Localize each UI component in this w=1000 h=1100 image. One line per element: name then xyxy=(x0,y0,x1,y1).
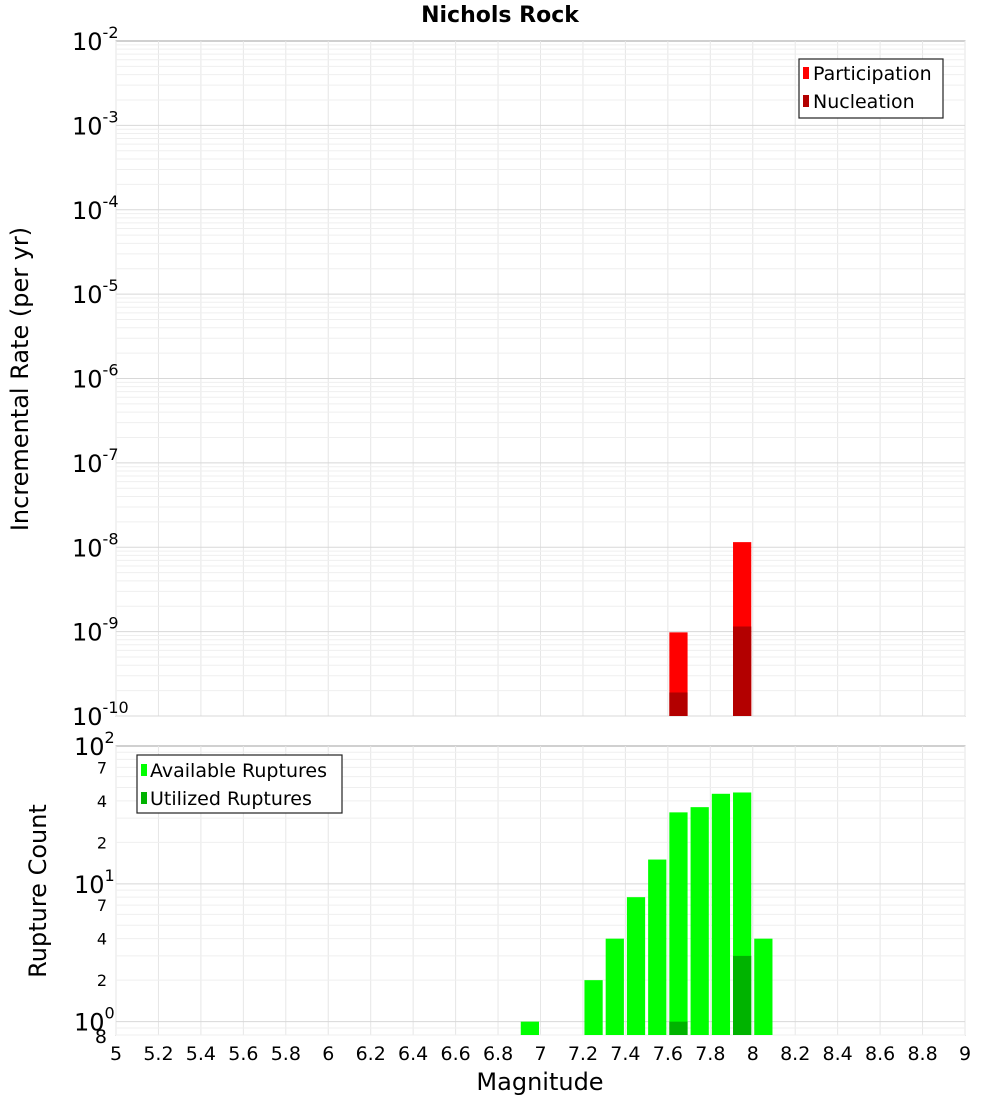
bottom-y-minor-tick-label: 7 xyxy=(97,758,107,777)
x-tick-label: 8.6 xyxy=(865,1043,895,1065)
x-tick-label: 8.2 xyxy=(780,1043,810,1065)
x-tick-label: 8.8 xyxy=(907,1043,937,1065)
available-ruptures-bar xyxy=(711,793,731,1035)
bottom-legend-box xyxy=(136,754,343,814)
bottom-bars xyxy=(520,792,773,1035)
x-tick-label: 7.2 xyxy=(568,1043,598,1065)
x-tick-label: 5.4 xyxy=(186,1043,216,1065)
chart-title: Nichols Rock xyxy=(421,3,580,28)
x-tick-label: 7.6 xyxy=(653,1043,683,1065)
participation-legend-swatch xyxy=(803,67,809,79)
top-y-tick-label: 10-7 xyxy=(72,445,119,478)
bottom-y-major-tick-label: 101 xyxy=(74,866,115,899)
x-tick-label: 8 xyxy=(747,1043,759,1065)
bottom-y-min-tick-label: 8 xyxy=(95,1026,107,1048)
top-y-tick-label: 10-2 xyxy=(72,23,119,56)
top-y-tick-label: 10-8 xyxy=(72,529,119,562)
utilized-ruptures-bar xyxy=(733,955,752,1035)
x-tick-labels: 5 5.2 5.4 5.6 5.8 6 6.2 6.4 6.6 6.8 7 7.2 7.4 7.6 7.8 8… xyxy=(110,1043,971,1065)
x-tick-label: 6.4 xyxy=(398,1043,428,1065)
top-y-tick-labels: 10-10 10-9 10-8 10-7 10-6 10-5 10-4 10-3 10-2 xyxy=(72,23,129,731)
bottom-y-minor-tick-label: 4 xyxy=(97,930,107,949)
utilized-ruptures-legend-swatch xyxy=(141,792,147,804)
bottom-y-minor-tick-label: 2 xyxy=(97,833,107,852)
nucleation-bar xyxy=(669,692,688,716)
bottom-y-minor-tick-label: 2 xyxy=(97,971,107,990)
available-ruptures-legend-label: Available Ruptures xyxy=(150,760,327,782)
utilized-ruptures-bar xyxy=(669,1021,688,1035)
top-y-tick-label: 10-6 xyxy=(72,361,119,394)
top-y-tick-label: 10-5 xyxy=(72,276,119,309)
bottom-y-axis-label: Rupture Count xyxy=(24,804,52,978)
bottom-y-minor-tick-label: 4 xyxy=(97,792,107,811)
top-grid xyxy=(115,41,966,717)
available-ruptures-bar xyxy=(605,938,624,1035)
top-y-tick-label: 10-3 xyxy=(72,107,119,140)
utilized-ruptures-legend-label: Utilized Ruptures xyxy=(150,788,312,810)
x-tick-label: 6 xyxy=(322,1043,334,1065)
available-ruptures-bar xyxy=(520,1021,539,1035)
nucleation-legend-swatch xyxy=(803,95,809,107)
x-tick-label: 5.6 xyxy=(228,1043,258,1065)
nucleation-bar xyxy=(733,626,752,716)
bottom-panel: 100 101 102 2 4 7 2 4 7 8 5 5.2 5.4 5.6 5.8 6 6.2 6.4 6.6… xyxy=(24,728,971,1096)
top-y-tick-label: 10-4 xyxy=(72,192,119,225)
bottom-legend: Available Ruptures Utilized Ruptures xyxy=(136,754,343,814)
x-tick-label: 7 xyxy=(534,1043,546,1065)
available-ruptures-bar xyxy=(754,938,773,1035)
bottom-y-minor-tick-label: 7 xyxy=(97,896,107,915)
top-y-tick-label: 10-9 xyxy=(72,614,119,647)
x-tick-label: 7.4 xyxy=(610,1043,640,1065)
x-tick-label: 5.8 xyxy=(271,1043,301,1065)
x-tick-label: 9 xyxy=(959,1043,971,1065)
bottom-y-tick-labels: 100 101 102 2 4 7 2 4 7 8 xyxy=(74,728,115,1048)
top-legend-box xyxy=(798,58,944,119)
x-tick-label: 6.6 xyxy=(440,1043,470,1065)
bottom-y-major-tick-label: 100 xyxy=(74,1004,115,1037)
top-y-axis-label: Incremental Rate (per yr) xyxy=(6,227,34,531)
x-axis-label: Magnitude xyxy=(476,1068,603,1096)
x-tick-label: 6.2 xyxy=(356,1043,386,1065)
x-tick-label: 7.8 xyxy=(695,1043,725,1065)
available-ruptures-bar xyxy=(648,859,667,1035)
available-ruptures-bar xyxy=(690,807,709,1035)
available-ruptures-legend-swatch xyxy=(141,764,147,776)
bottom-y-major-tick-label: 102 xyxy=(74,728,115,761)
available-ruptures-bar xyxy=(584,980,603,1035)
x-tick-label: 5 xyxy=(110,1043,122,1065)
x-tick-label: 8.4 xyxy=(823,1043,853,1065)
available-ruptures-bar xyxy=(669,812,688,1035)
x-tick-label: 5.2 xyxy=(143,1043,173,1065)
available-ruptures-bar xyxy=(626,897,646,1035)
participation-legend-label: Participation xyxy=(813,63,932,85)
top-legend: Participation Nucleation xyxy=(798,58,944,119)
top-bars xyxy=(669,542,752,716)
x-tick-label: 6.8 xyxy=(483,1043,513,1065)
nucleation-legend-label: Nucleation xyxy=(813,91,915,113)
top-panel: 10-10 10-9 10-8 10-7 10-6 10-5 10-4 10-3 10-2 In… xyxy=(6,23,966,731)
top-y-tick-label: 10-10 xyxy=(72,698,129,731)
